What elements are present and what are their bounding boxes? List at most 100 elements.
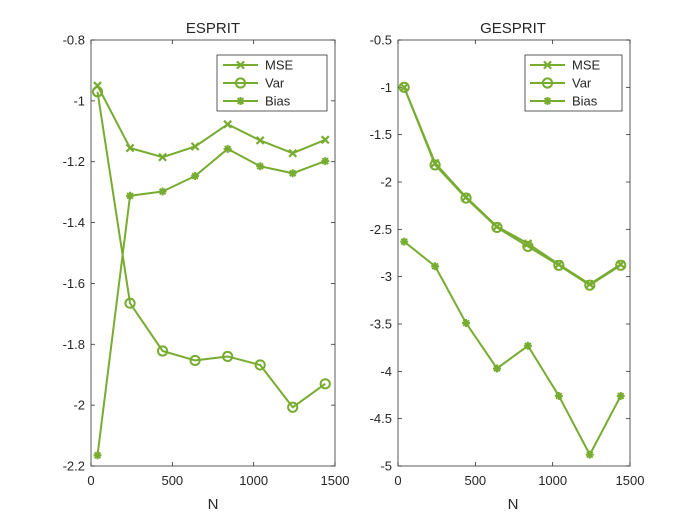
- esprit-series-mse-point: [223, 119, 233, 129]
- esprit-series-bias-point: [158, 187, 167, 196]
- esprit-series-mse-point-stroke: [223, 119, 233, 129]
- gesprit-series-bias-point-stroke: [586, 451, 594, 459]
- gesprit-legend-marker-stroke: [543, 60, 552, 70]
- gesprit-ytick-label: -2.5: [370, 222, 392, 237]
- esprit-series-mse-point: [125, 143, 135, 153]
- esprit-series-mse-point: [288, 148, 298, 158]
- gesprit-series-bias-point: [616, 391, 625, 400]
- esprit-xtick-label: 0: [87, 473, 94, 488]
- esprit-ytick-label: -1.6: [63, 276, 85, 291]
- esprit-legend-marker-stroke: [236, 97, 245, 105]
- gesprit-series-var-point: [584, 279, 596, 291]
- gesprit-series-bias-point-stroke: [617, 392, 625, 400]
- gesprit-legend-entry-mse: MSE: [530, 58, 601, 73]
- esprit-series-bias-line: [96, 147, 326, 456]
- gesprit-ytick-label: -1: [380, 80, 392, 95]
- esprit-series-var-point: [287, 401, 299, 413]
- gesprit-series-var-point: [460, 192, 472, 204]
- gesprit-legend-entry-bias: Bias: [530, 94, 598, 109]
- gesprit-xtick-label: 0: [394, 473, 401, 488]
- gesprit-series-bias-point: [400, 237, 409, 246]
- gesprit-xtick-label: 500: [464, 473, 486, 488]
- esprit-legend-marker-stroke: [236, 60, 245, 70]
- gesprit-legend-label: Bias: [572, 94, 598, 109]
- esprit-xtick-label: 500: [161, 473, 183, 488]
- gesprit-series-var-point: [522, 240, 534, 252]
- esprit-series-var-line: [96, 91, 326, 409]
- gesprit-series-bias-point-stroke: [493, 364, 501, 373]
- esprit-xtick-label: 1500: [321, 473, 350, 488]
- gesprit-series-bias-point-stroke: [462, 319, 470, 327]
- esprit-xlabel: N: [208, 496, 219, 513]
- esprit-xtick-label: 1000: [239, 473, 268, 488]
- gesprit-ytick-label: -4: [380, 364, 392, 379]
- gesprit-series-var-line: [403, 86, 622, 287]
- gesprit-series-var-point: [429, 159, 441, 171]
- esprit-series-mse-point-stroke: [125, 143, 135, 153]
- gesprit-series-var-point: [491, 221, 503, 234]
- esprit-series-mse-point-stroke: [158, 152, 167, 162]
- esprit-series-mse-point: [255, 136, 265, 145]
- esprit-series-mse-point: [158, 152, 167, 162]
- gesprit-series-bias-point-stroke: [400, 238, 408, 246]
- gesprit-series-bias-line: [403, 240, 622, 456]
- gesprit-series-bias-point-stroke: [524, 342, 532, 350]
- esprit-series-bias-point: [126, 191, 135, 200]
- esprit-ytick-label: -2: [73, 398, 85, 413]
- esprit-series-mse-point-stroke: [320, 135, 330, 145]
- gesprit-series-var-point: [398, 81, 410, 93]
- esprit-legend-entry-var: Var: [223, 76, 285, 91]
- esprit-legend-entry-bias: Bias: [223, 94, 291, 109]
- esprit-series-var-point: [124, 297, 136, 309]
- esprit-ytick-label: -1: [73, 93, 85, 108]
- gesprit-series-bias-point-stroke: [555, 392, 563, 400]
- gesprit-title: GESPRIT: [480, 20, 546, 37]
- gesprit-ytick-label: -0.5: [370, 33, 392, 48]
- esprit-series-bias-point: [223, 144, 232, 153]
- esprit-series-mse-line: [96, 85, 326, 159]
- esprit-series-mse-point-stroke: [190, 142, 200, 151]
- gesprit-series-bias-point: [585, 450, 594, 459]
- gesprit-legend-label: MSE: [572, 58, 601, 73]
- esprit-series-var-point: [91, 86, 104, 98]
- gesprit-series-bias-point: [492, 364, 501, 373]
- gesprit-series-var-point: [553, 259, 565, 271]
- esprit-series-var-point: [189, 354, 201, 367]
- gesprit-ytick-label: -3.5: [370, 317, 392, 332]
- gesprit-series-bias-point: [554, 391, 563, 400]
- esprit-series-mse-point: [320, 135, 330, 145]
- esprit-legend-label: Bias: [265, 94, 291, 109]
- gesprit-ytick-label: -4.5: [370, 411, 392, 426]
- esprit-legend-marker: [236, 97, 245, 105]
- gesprit-ticks: 0 500 1000 1500 -5 -4.5 -4 -3.5 -3 -2.5 -2 -1.5 -1 -0…: [370, 33, 645, 489]
- esprit-series-bias-point-stroke: [256, 162, 264, 170]
- esprit-legend-marker: [236, 60, 245, 70]
- esprit-legend-label: MSE: [265, 58, 294, 73]
- gesprit-series-bias: [400, 237, 625, 459]
- esprit-ticks: 0 500 1000 1500 -2.2 -2 -1.8 -1.6 -1.4 -1.2 -1 -0.8: [63, 33, 350, 489]
- esprit-legend: MSE Var Bias: [216, 54, 328, 112]
- esprit-series-bias-point: [321, 157, 330, 166]
- esprit-series-var-point: [319, 378, 331, 390]
- gesprit-series-bias-point-stroke: [431, 262, 439, 270]
- esprit-series-bias-point: [191, 172, 200, 181]
- gesprit-series: [398, 81, 627, 459]
- gesprit-ytick-label: -2: [380, 175, 392, 190]
- gesprit-series-bias-point: [462, 319, 471, 328]
- esprit-ytick-label: -1.2: [63, 154, 85, 169]
- gesprit-xtick-label: 1000: [538, 473, 567, 488]
- esprit-series-var-point: [156, 345, 169, 357]
- esprit-series-bias-point-stroke: [224, 145, 232, 153]
- esprit-series-bias-point-stroke: [321, 157, 329, 165]
- esprit-series: [91, 81, 331, 460]
- esprit-series-var-point: [254, 359, 266, 371]
- esprit-plot: ESPRIT 0 500 1000 1500 -2.2 -2 -1.8 -1.6 -1.4 -1.…: [63, 20, 350, 513]
- esprit-series-mse-point-stroke: [255, 136, 265, 145]
- esprit-series-mse-point: [190, 142, 200, 151]
- esprit-legend-entries: MSE Var Bias: [223, 58, 294, 109]
- esprit-ytick-label: -1.4: [63, 215, 85, 230]
- esprit-series-bias-point: [93, 451, 102, 460]
- gesprit-xtick-label: 1500: [616, 473, 645, 488]
- esprit-series-bias-point-stroke: [126, 192, 134, 200]
